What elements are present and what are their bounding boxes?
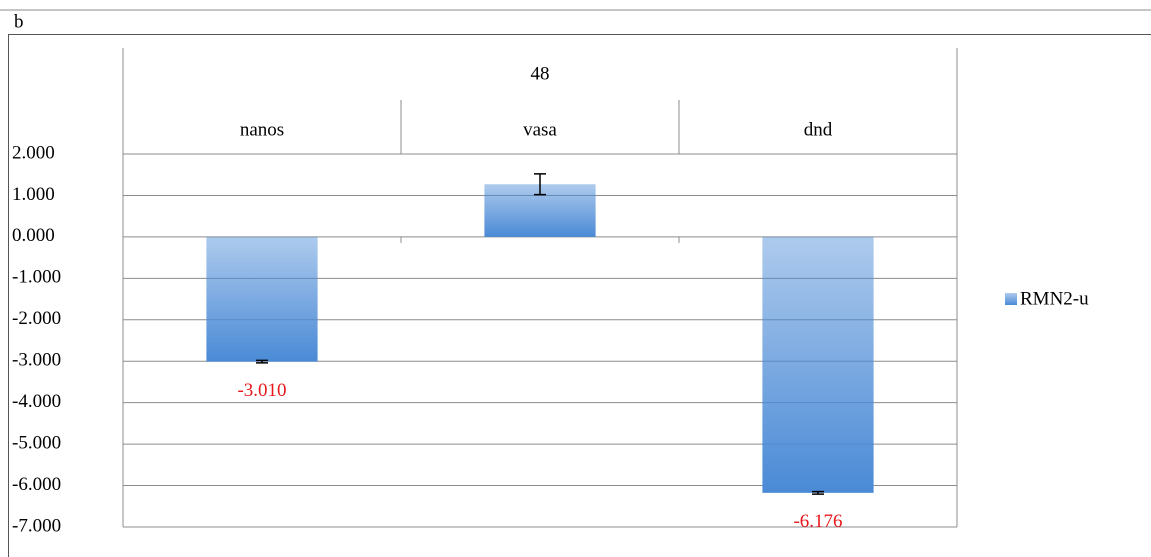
data-label: -3.010 <box>237 380 286 401</box>
panel-label: b <box>14 11 24 32</box>
legend-label: RMN2-u <box>1020 288 1089 309</box>
y-tick-label: -5.000 <box>12 432 61 453</box>
y-tick-label: -3.000 <box>12 350 61 371</box>
error-bar <box>812 490 824 495</box>
y-tick-label: -1.000 <box>12 267 61 288</box>
x-tick-label: dnd <box>804 119 833 140</box>
bar <box>762 236 874 493</box>
y-tick-label: 1.000 <box>12 184 55 205</box>
error-bar <box>256 359 268 364</box>
chart-frame <box>8 34 1151 557</box>
x-tick-label: nanos <box>240 119 284 140</box>
x-tick-label: vasa <box>523 119 557 140</box>
y-tick-label: -4.000 <box>12 391 61 412</box>
error-bar <box>534 173 546 196</box>
y-tick-label: -2.000 <box>12 308 61 329</box>
y-tick-label: -6.000 <box>12 474 61 495</box>
y-tick-label: -7.000 <box>12 515 61 536</box>
y-tick-label: 0.000 <box>12 225 55 246</box>
group-label: 48 <box>531 63 550 84</box>
legend-swatch <box>1005 293 1017 305</box>
y-tick-label: 2.000 <box>12 142 55 163</box>
data-label: -6.176 <box>793 511 842 532</box>
bar <box>206 236 318 362</box>
